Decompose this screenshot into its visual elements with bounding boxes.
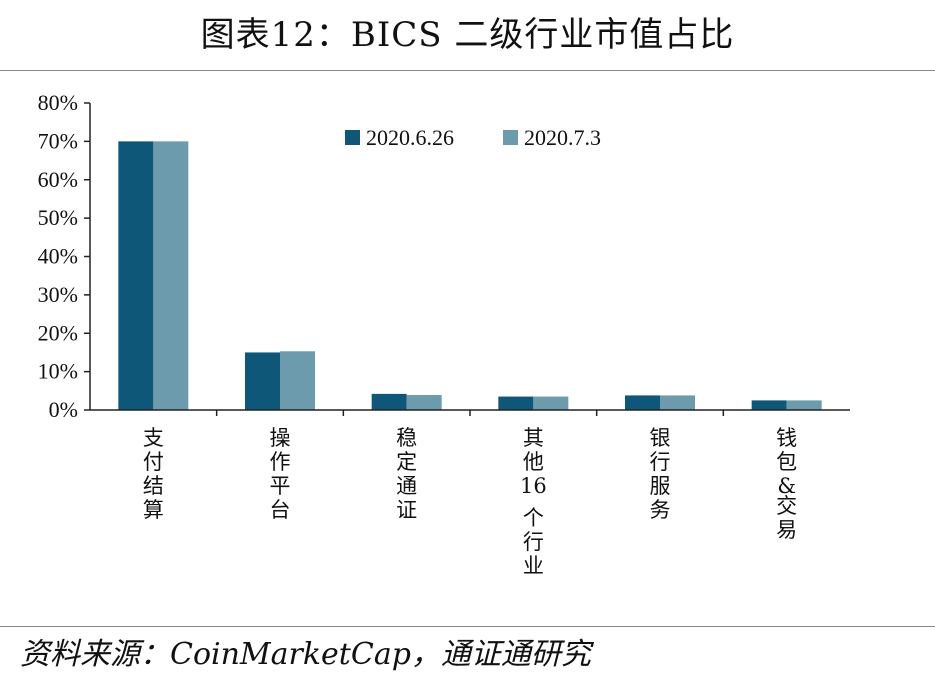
x-axis: 支付结算 操作平台 稳定通证 其他 16 个行业 银行服务 钱包&交易 <box>90 409 850 578</box>
chart-title: 图表12：BICS 二级行业市值占比 <box>200 15 735 55</box>
bar <box>153 141 189 410</box>
y-tick-label: 40% <box>38 244 78 269</box>
bar <box>533 396 569 410</box>
y-tick-label: 50% <box>38 205 78 230</box>
x-tick-label: 支付结算 <box>143 426 164 522</box>
bar <box>751 400 787 410</box>
bar <box>245 352 280 410</box>
y-tick-label: 10% <box>38 359 78 384</box>
x-tick-label: 操作平台 <box>270 426 291 522</box>
y-tick-label: 0% <box>49 397 78 422</box>
y-axis: 0% 10% 20% 30% 40% 50% 60% 70% 80% <box>38 90 91 422</box>
legend-swatch <box>503 130 518 145</box>
source-divider <box>0 626 935 627</box>
bars <box>118 141 822 410</box>
y-tick-label: 30% <box>38 282 78 307</box>
bar <box>660 395 695 410</box>
bar <box>118 141 154 410</box>
bar <box>786 400 822 410</box>
source-note: 资料来源：CoinMarketCap，通证通研究 <box>20 637 591 672</box>
legend-swatch <box>345 130 360 145</box>
bar <box>371 393 407 410</box>
x-tick-label: 其他 16 个行业 <box>520 426 547 578</box>
y-tick-label: 80% <box>38 90 78 115</box>
y-tick-label: 70% <box>38 128 78 153</box>
legend: 2020.6.26 2020.7.3 <box>345 125 601 150</box>
bar <box>498 396 534 410</box>
bar <box>406 395 442 410</box>
x-tick-label: 稳定通证 <box>396 426 417 522</box>
x-tick-label: 银行服务 <box>650 426 671 522</box>
y-tick-label: 20% <box>38 320 78 345</box>
y-tick-label: 60% <box>38 167 78 192</box>
legend-label: 2020.7.3 <box>524 125 601 150</box>
bar <box>280 351 315 410</box>
title-divider <box>0 70 935 71</box>
x-tick-label: 钱包&交易 <box>776 426 797 542</box>
bar <box>625 395 660 410</box>
bar-chart: 0% 10% 20% 30% 40% 50% 60% 70% 80% 支付结算 操作平台 稳定通证 其… <box>38 90 850 578</box>
legend-label: 2020.6.26 <box>366 125 454 150</box>
